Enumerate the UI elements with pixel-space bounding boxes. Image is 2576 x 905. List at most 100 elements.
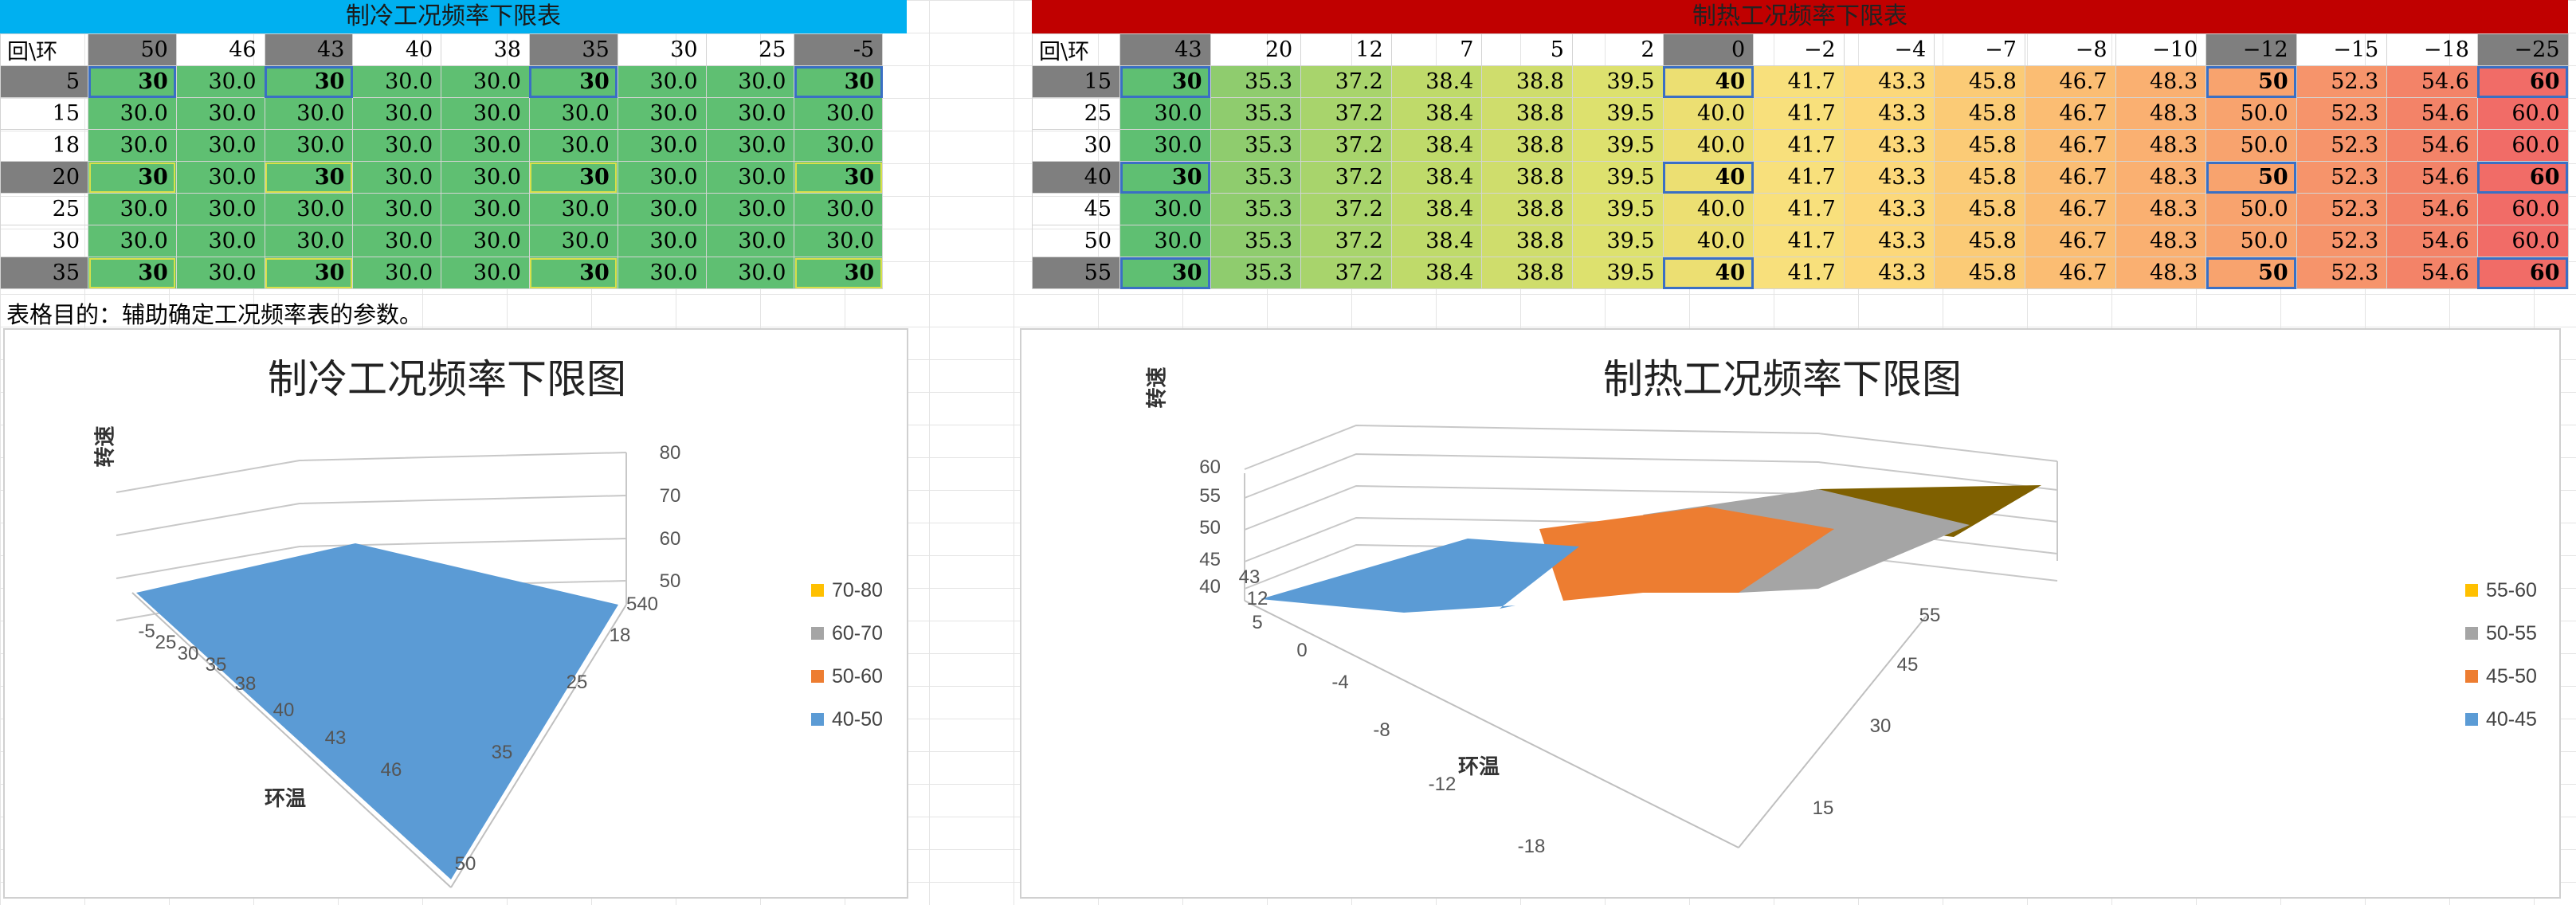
table-cell[interactable]: 35.3 xyxy=(1210,129,1302,162)
table-cell[interactable]: 38.8 xyxy=(1481,97,1573,130)
table-cell[interactable]: 45.8 xyxy=(1934,225,2025,257)
table-cell[interactable]: 52.3 xyxy=(2296,193,2388,225)
table-cell[interactable]: 30.0 xyxy=(794,225,884,257)
table-cell[interactable]: 38.8 xyxy=(1481,129,1573,162)
row-header[interactable]: 40 xyxy=(1032,161,1120,194)
table-cell[interactable]: 30.0 xyxy=(705,257,795,289)
column-header[interactable]: 20 xyxy=(1210,33,1302,66)
table-cell[interactable]: 30.0 xyxy=(264,97,354,130)
table-cell[interactable]: 48.3 xyxy=(2115,225,2207,257)
table-cell[interactable]: 30.0 xyxy=(88,225,177,257)
column-header[interactable]: 38 xyxy=(441,33,530,66)
table-cell[interactable]: 30.0 xyxy=(88,129,177,162)
table-cell[interactable]: 38.8 xyxy=(1481,225,1573,257)
table-cell[interactable]: 37.2 xyxy=(1300,97,1392,130)
table-cell[interactable]: 39.5 xyxy=(1571,97,1664,130)
table-cell[interactable]: 43.3 xyxy=(1843,65,1935,98)
table-cell[interactable]: 37.2 xyxy=(1300,65,1392,98)
table-cell[interactable]: 30.0 xyxy=(352,65,442,98)
table-cell[interactable]: 30.0 xyxy=(1119,97,1211,130)
column-header[interactable]: 5 xyxy=(1481,33,1573,66)
table-cell[interactable]: 48.3 xyxy=(2115,193,2207,225)
table-cell[interactable]: 39.5 xyxy=(1571,257,1664,289)
table-cell[interactable]: 30.0 xyxy=(705,97,795,130)
column-header[interactable]: -5 xyxy=(794,33,884,66)
heating-chart[interactable]: 制热工况频率下限图 转速 环温 40 45 50 55 60 43 12 5 0 -4 -8 -12-… xyxy=(1020,328,2561,899)
table-cell[interactable]: 38.4 xyxy=(1390,161,1483,194)
row-header[interactable]: 18 xyxy=(0,129,88,162)
table-cell[interactable]: 30 xyxy=(88,257,177,289)
column-header[interactable]: −2 xyxy=(1753,33,1845,66)
legend-item[interactable]: 40-50 xyxy=(811,698,883,741)
table-purpose-note[interactable]: 表格目的：辅助确定工况频率表的参数。 xyxy=(6,301,423,328)
table-cell[interactable]: 30 xyxy=(528,65,618,98)
legend-item[interactable]: 40-45 xyxy=(2465,698,2537,741)
column-header[interactable]: 7 xyxy=(1390,33,1483,66)
table-cell[interactable]: 30.0 xyxy=(352,161,442,194)
table-cell[interactable]: 43.3 xyxy=(1843,225,1935,257)
column-header[interactable]: 43 xyxy=(1119,33,1211,66)
column-header[interactable]: 40 xyxy=(352,33,442,66)
table-cell[interactable]: 30.0 xyxy=(352,193,442,225)
table-cell[interactable]: 45.8 xyxy=(1934,193,2025,225)
table-cell[interactable]: 30.0 xyxy=(441,129,530,162)
table-cell[interactable]: 30 xyxy=(1119,65,1211,98)
table-cell[interactable]: 38.8 xyxy=(1481,161,1573,194)
table-cell[interactable]: 39.5 xyxy=(1571,193,1664,225)
table-cell[interactable]: 39.5 xyxy=(1571,225,1664,257)
table-cell[interactable]: 30.0 xyxy=(175,225,265,257)
row-header[interactable]: 15 xyxy=(1032,65,1120,98)
table-cell[interactable]: 50 xyxy=(2205,257,2297,289)
table-cell[interactable]: 30.0 xyxy=(528,129,618,162)
table-cell[interactable]: 38.8 xyxy=(1481,193,1573,225)
table-cell[interactable]: 30.0 xyxy=(617,129,707,162)
table-cell[interactable]: 30.0 xyxy=(705,225,795,257)
table-cell[interactable]: 40 xyxy=(1662,65,1755,98)
corner-header[interactable]: 回\环 xyxy=(1032,33,1120,66)
table-cell[interactable]: 50.0 xyxy=(2205,193,2297,225)
table-cell[interactable]: 30 xyxy=(264,65,354,98)
table-cell[interactable]: 30.0 xyxy=(528,193,618,225)
table-cell[interactable]: 30.0 xyxy=(705,161,795,194)
table-cell[interactable]: 30 xyxy=(794,65,884,98)
table-cell[interactable]: 38.8 xyxy=(1481,257,1573,289)
row-header[interactable]: 15 xyxy=(0,97,88,130)
table-cell[interactable]: 39.5 xyxy=(1571,161,1664,194)
legend-item[interactable]: 55-60 xyxy=(2465,569,2537,612)
table-cell[interactable]: 48.3 xyxy=(2115,65,2207,98)
table-cell[interactable]: 41.7 xyxy=(1753,65,1845,98)
column-header[interactable]: 35 xyxy=(528,33,618,66)
table-cell[interactable]: 30.0 xyxy=(352,225,442,257)
table-cell[interactable]: 60 xyxy=(2476,161,2569,194)
table-cell[interactable]: 30.0 xyxy=(705,193,795,225)
table-cell[interactable]: 30.0 xyxy=(617,225,707,257)
table-cell[interactable]: 37.2 xyxy=(1300,225,1392,257)
table-cell[interactable]: 40 xyxy=(1662,161,1755,194)
column-header[interactable]: 30 xyxy=(617,33,707,66)
column-header[interactable]: 12 xyxy=(1300,33,1392,66)
table-cell[interactable]: 45.8 xyxy=(1934,65,2025,98)
table-cell[interactable]: 38.4 xyxy=(1390,65,1483,98)
table-cell[interactable]: 30 xyxy=(1119,257,1211,289)
table-cell[interactable]: 30.0 xyxy=(264,193,354,225)
table-cell[interactable]: 54.6 xyxy=(2386,225,2478,257)
table-cell[interactable]: 30.0 xyxy=(175,257,265,289)
table-cell[interactable]: 41.7 xyxy=(1753,257,1845,289)
table-cell[interactable]: 45.8 xyxy=(1934,97,2025,130)
table-cell[interactable]: 30.0 xyxy=(441,193,530,225)
table-cell[interactable]: 43.3 xyxy=(1843,129,1935,162)
table-cell[interactable]: 48.3 xyxy=(2115,257,2207,289)
table-cell[interactable]: 40 xyxy=(1662,257,1755,289)
column-header[interactable]: −7 xyxy=(1934,33,2025,66)
table-cell[interactable]: 45.8 xyxy=(1934,161,2025,194)
table-cell[interactable]: 43.3 xyxy=(1843,97,1935,130)
corner-header[interactable]: 回\环 xyxy=(0,33,88,66)
table-cell[interactable]: 30.0 xyxy=(1119,129,1211,162)
table-cell[interactable]: 52.3 xyxy=(2296,257,2388,289)
row-header[interactable]: 50 xyxy=(1032,225,1120,257)
table-cell[interactable]: 37.2 xyxy=(1300,257,1392,289)
table-cell[interactable]: 50.0 xyxy=(2205,129,2297,162)
table-cell[interactable]: 30.0 xyxy=(441,257,530,289)
table-cell[interactable]: 54.6 xyxy=(2386,161,2478,194)
table-cell[interactable]: 35.3 xyxy=(1210,257,1302,289)
